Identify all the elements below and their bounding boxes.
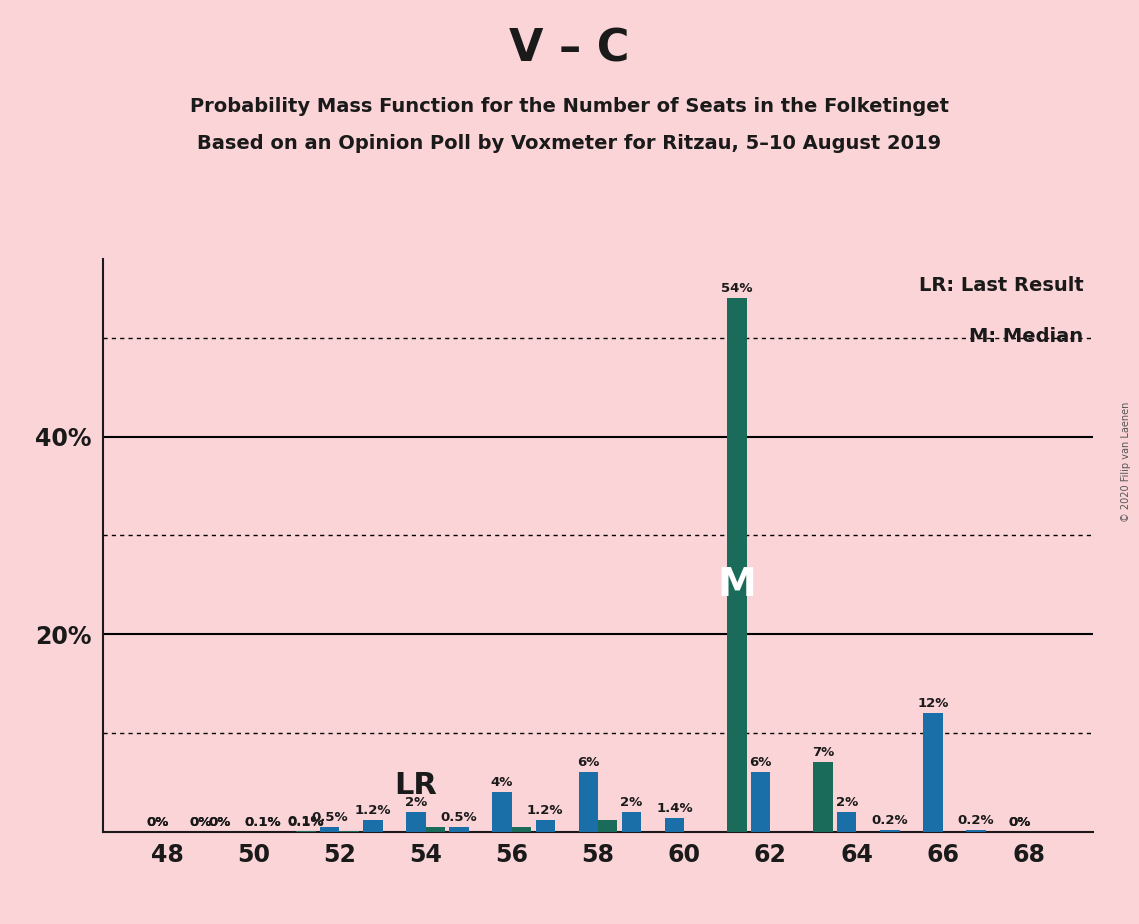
Bar: [880, 830, 900, 832]
Text: 0.1%: 0.1%: [245, 816, 281, 829]
Text: LR: Last Result: LR: Last Result: [919, 276, 1083, 295]
Bar: [407, 812, 426, 832]
Text: LR: LR: [394, 771, 437, 800]
Text: 0%: 0%: [189, 816, 212, 829]
Text: Based on an Opinion Poll by Voxmeter for Ritzau, 5–10 August 2019: Based on an Opinion Poll by Voxmeter for…: [197, 134, 942, 153]
Text: 0%: 0%: [146, 816, 169, 829]
Text: 54%: 54%: [721, 282, 753, 296]
Text: 0.1%: 0.1%: [288, 815, 325, 828]
Bar: [296, 831, 316, 832]
Bar: [449, 827, 469, 832]
Bar: [535, 820, 555, 832]
Text: 0%: 0%: [208, 816, 231, 829]
Text: 1.2%: 1.2%: [527, 804, 564, 817]
Bar: [579, 772, 598, 832]
Bar: [339, 831, 359, 832]
Text: 0.5%: 0.5%: [311, 810, 349, 823]
Bar: [813, 762, 833, 832]
Text: 1.2%: 1.2%: [354, 804, 391, 817]
Text: 1.4%: 1.4%: [656, 802, 693, 815]
Text: 0.1%: 0.1%: [245, 816, 281, 829]
Text: M: Median: M: Median: [969, 327, 1083, 346]
Text: 2%: 2%: [836, 796, 858, 808]
Bar: [363, 820, 383, 832]
Text: 2%: 2%: [621, 796, 642, 808]
Bar: [966, 830, 985, 832]
Text: 12%: 12%: [917, 697, 949, 711]
Text: 0%: 0%: [1008, 816, 1031, 829]
Bar: [924, 713, 943, 832]
Bar: [426, 827, 445, 832]
Bar: [511, 827, 531, 832]
Text: 0.2%: 0.2%: [871, 814, 908, 827]
Text: 0%: 0%: [146, 816, 169, 829]
Bar: [837, 812, 857, 832]
Text: 4%: 4%: [491, 776, 514, 789]
Text: M: M: [718, 565, 756, 603]
Text: 0%: 0%: [208, 816, 231, 829]
Text: Probability Mass Function for the Number of Seats in the Folketinget: Probability Mass Function for the Number…: [190, 97, 949, 116]
Text: 0%: 0%: [189, 816, 212, 829]
Text: 6%: 6%: [749, 757, 772, 770]
Text: 0.2%: 0.2%: [958, 814, 994, 827]
Text: 0%: 0%: [1008, 816, 1031, 829]
Bar: [665, 818, 685, 832]
Bar: [598, 820, 617, 832]
Bar: [727, 298, 746, 832]
Bar: [492, 792, 511, 832]
Text: 7%: 7%: [812, 747, 834, 760]
Text: © 2020 Filip van Laenen: © 2020 Filip van Laenen: [1121, 402, 1131, 522]
Text: 2%: 2%: [404, 796, 427, 808]
Bar: [751, 772, 770, 832]
Bar: [320, 827, 339, 832]
Text: 6%: 6%: [577, 757, 599, 770]
Text: 0.1%: 0.1%: [288, 816, 325, 829]
Text: 0.5%: 0.5%: [441, 810, 477, 823]
Text: V – C: V – C: [509, 28, 630, 71]
Bar: [622, 812, 641, 832]
